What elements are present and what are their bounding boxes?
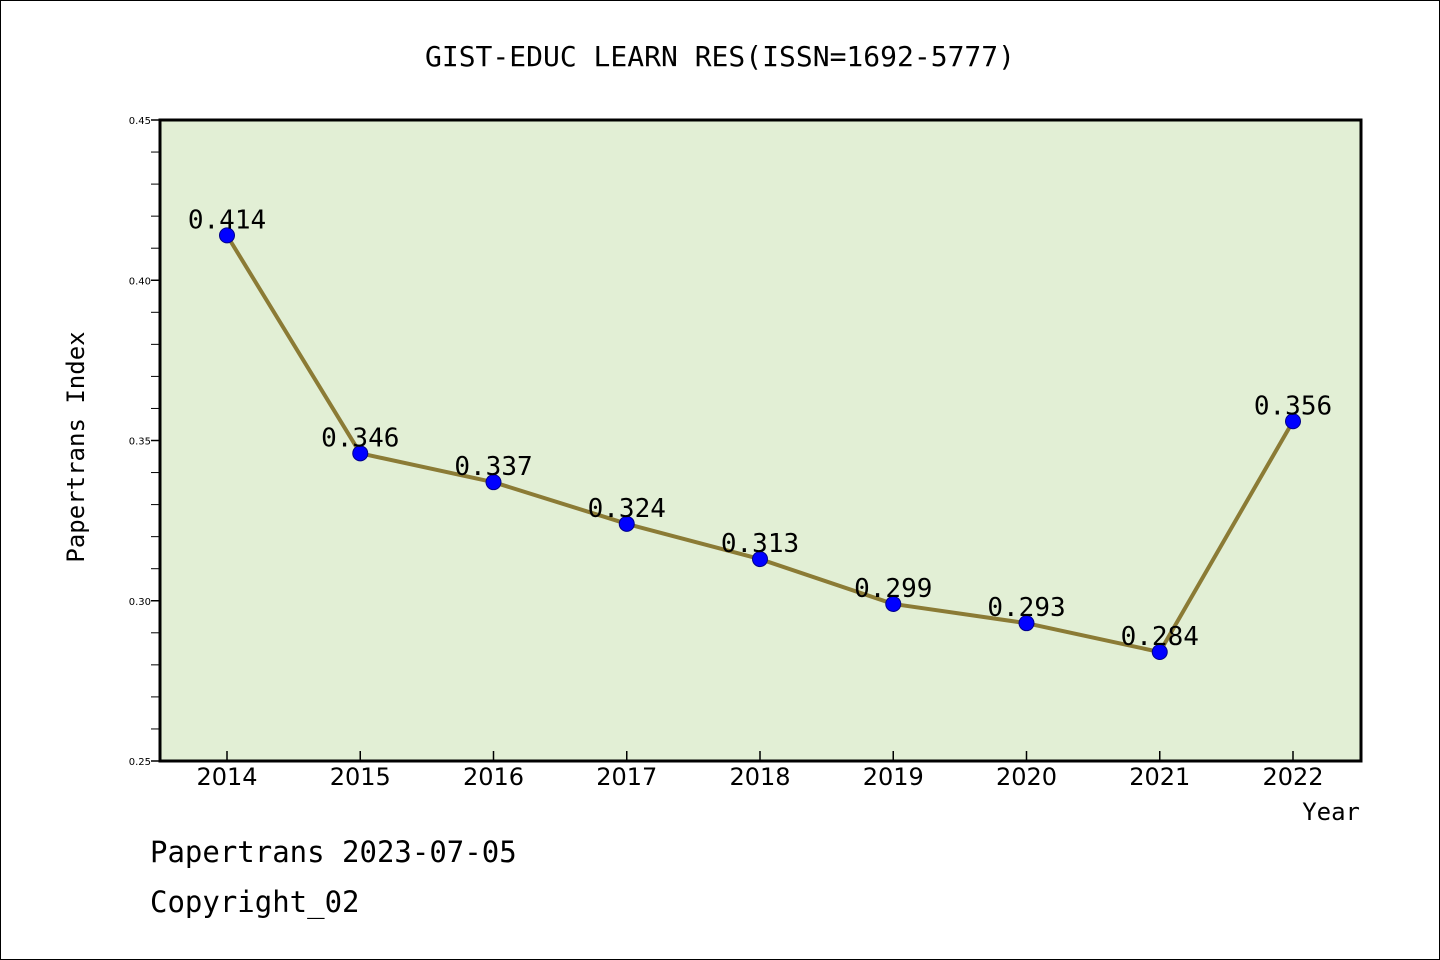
x-tick-label: 2021	[1129, 763, 1190, 791]
x-tick-label: 2018	[729, 763, 790, 791]
y-tick-label: 0.40	[129, 276, 151, 287]
y-tick-label: 0.30	[129, 597, 151, 608]
data-label: 0.284	[1121, 622, 1199, 652]
data-point	[219, 227, 235, 244]
series-layer	[219, 227, 1301, 661]
x-tick-label: 2022	[1262, 763, 1323, 791]
y-tick-label: 0.25	[129, 757, 151, 768]
y-axis-label: Papertrans Index	[62, 331, 90, 562]
data-label: 0.346	[321, 423, 399, 453]
data-label: 0.313	[721, 529, 799, 559]
x-axis-label: Year	[1302, 798, 1360, 826]
data-point	[1285, 413, 1301, 430]
data-label: 0.299	[854, 574, 932, 604]
data-point	[485, 474, 502, 491]
data-label: 0.324	[588, 494, 666, 524]
x-axis-ticks: 2014 2015 2016 2017 2018 2019 2020 2021 2022	[196, 751, 1324, 791]
footer-copyright: Copyright_02	[150, 885, 360, 919]
x-tick-label: 2014	[196, 763, 257, 791]
data-point	[618, 515, 635, 532]
x-tick-label: 2015	[330, 763, 391, 791]
chart-title: GIST-EDUC LEARN RES(ISSN=1692-5777)	[425, 40, 1015, 73]
data-point	[352, 445, 369, 462]
plot-border	[158, 118, 1363, 763]
x-tick-label: 2017	[596, 763, 657, 791]
data-point	[885, 595, 902, 612]
x-tick-label: 2016	[463, 763, 524, 791]
data-label: 0.414	[188, 205, 266, 235]
footer-date: Papertrans 2023-07-05	[150, 835, 517, 869]
data-label: 0.293	[987, 593, 1065, 623]
data-label: 0.337	[454, 452, 532, 482]
x-tick-label: 2020	[996, 763, 1057, 791]
x-tick-label: 2019	[863, 763, 924, 791]
data-point	[752, 551, 768, 568]
y-axis-ticks: 0.25 0.30 0.35 0.40 0.45	[129, 116, 160, 768]
y-tick-label: 0.35	[129, 437, 151, 448]
data-label: 0.356	[1254, 391, 1332, 421]
data-point	[1151, 644, 1168, 661]
data-labels: 0.414 0.346 0.337 0.324 0.313 0.299 0.293 0.284…	[188, 205, 1332, 652]
y-tick-label: 0.45	[129, 116, 151, 127]
data-point	[1018, 615, 1035, 632]
